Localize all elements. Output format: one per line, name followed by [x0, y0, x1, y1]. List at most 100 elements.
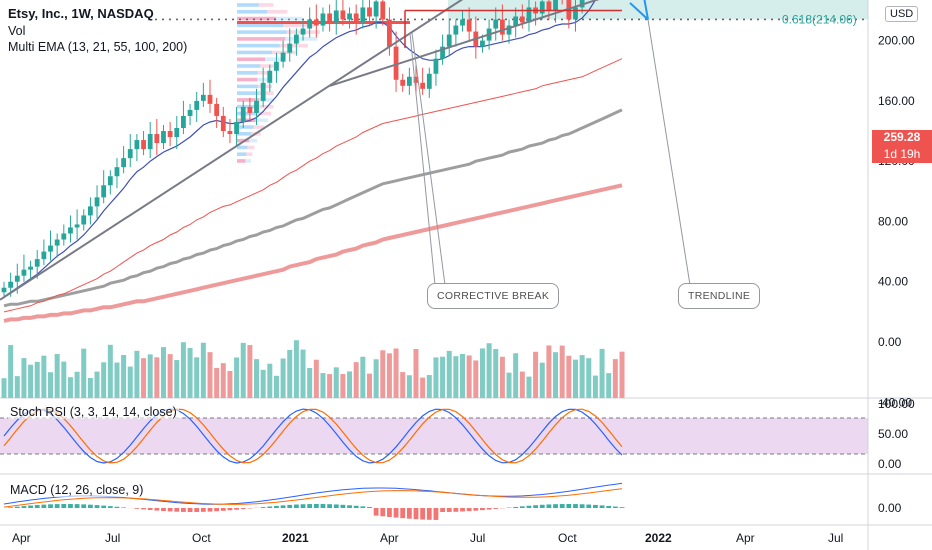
- volume-bar: [393, 348, 399, 398]
- volume-bar: [280, 358, 286, 398]
- macd-legend: MACD (12, 26, close, 9): [8, 483, 146, 497]
- candle-body: [387, 19, 392, 47]
- volume-bar: [293, 340, 299, 398]
- candle-body: [167, 131, 173, 138]
- macd-histogram-bar: [553, 504, 558, 508]
- volume-bar: [254, 359, 260, 398]
- volume-bar: [406, 375, 412, 398]
- volume-bar: [553, 352, 559, 398]
- volume-bar: [180, 342, 186, 398]
- macd-histogram-bar: [513, 506, 519, 508]
- volume-bar: [48, 372, 54, 398]
- macd-histogram-bar: [207, 508, 213, 512]
- price-tick-label: -40.00: [878, 395, 912, 409]
- candle-body: [227, 131, 233, 135]
- volume-bar: [234, 357, 240, 398]
- candle-body: [121, 158, 127, 168]
- candle-body: [320, 13, 326, 26]
- stoch-rsi-legend: Stoch RSI (3, 3, 14, 14, close): [8, 405, 179, 419]
- candle-body: [313, 19, 319, 26]
- candle-body: [519, 16, 525, 23]
- candle-body: [1, 287, 7, 293]
- volume-profile-bar: [279, 43, 308, 48]
- candle-body: [393, 46, 399, 80]
- macd-histogram-bar: [54, 504, 60, 508]
- volume-bar: [592, 375, 598, 398]
- volume-profile-bar: [257, 71, 272, 75]
- macd-histogram-bar: [473, 508, 479, 511]
- macd-histogram-bar: [14, 506, 20, 508]
- last-price-tag: 259.28: [872, 130, 932, 147]
- macd-histogram-bar: [446, 508, 452, 512]
- volume-bar: [61, 361, 67, 398]
- macd-histogram-bar: [240, 508, 246, 510]
- volume-bar: [21, 358, 27, 398]
- macd-histogram-bar: [34, 505, 40, 508]
- volume-bar: [127, 366, 133, 398]
- macd-histogram-bar: [480, 508, 485, 511]
- volume-bar: [466, 355, 472, 398]
- macd-histogram-bar: [161, 508, 166, 512]
- volume-profile-bar: [237, 111, 258, 116]
- candle-body: [147, 134, 153, 150]
- macd-histogram-bar: [367, 506, 372, 508]
- volume-profile-bar: [257, 111, 272, 116]
- volume-bar: [220, 363, 226, 398]
- volume-bar: [67, 377, 73, 398]
- time-tick-label: Apr: [12, 531, 31, 545]
- volume-bar: [460, 354, 466, 398]
- volume-bar: [240, 342, 246, 398]
- macd-histogram-bar: [214, 508, 220, 512]
- volume-profile-bar: [237, 77, 258, 82]
- chart-title: Etsy, Inc., 1W, NASDAQ: [8, 6, 154, 21]
- macd-histogram-bar: [526, 505, 532, 508]
- volume-bar: [41, 355, 47, 398]
- volume-bar: [486, 343, 492, 398]
- macd-histogram-bar: [400, 508, 406, 519]
- volume-bar: [533, 351, 539, 398]
- price-tick-label: 200.00: [878, 34, 915, 48]
- macd-histogram-bar: [147, 508, 153, 511]
- volume-profile-bar: [237, 57, 265, 62]
- macd-histogram-bar: [360, 506, 366, 508]
- time-tick-label: Jul: [828, 531, 843, 545]
- macd-histogram-bar: [134, 508, 140, 509]
- macd-histogram-bar: [333, 504, 339, 508]
- macd-histogram-bar: [347, 505, 352, 508]
- volume-bar: [426, 375, 432, 398]
- macd-histogram-bar: [293, 504, 299, 508]
- macd-histogram-bar: [313, 504, 319, 508]
- time-tick-label: 2022: [645, 531, 672, 545]
- volume-profile-bar: [237, 43, 280, 48]
- volume-bar: [313, 359, 319, 398]
- volume-profile-bar: [237, 159, 246, 163]
- volume-profile-bar: [237, 104, 259, 109]
- volume-bar: [499, 356, 505, 398]
- volume-profile-bar: [237, 30, 287, 34]
- volume-bar: [380, 350, 386, 398]
- candle-body: [48, 245, 53, 252]
- macd-histogram-bar: [546, 504, 552, 508]
- volume-bar: [54, 354, 60, 398]
- candle-body: [274, 61, 279, 71]
- volume-bar: [121, 355, 127, 398]
- volume-bar: [320, 373, 326, 398]
- macd-histogram-bar: [519, 506, 525, 508]
- currency-badge[interactable]: USD: [885, 6, 919, 22]
- volume-bar: [34, 361, 40, 398]
- volume-bar: [493, 349, 499, 398]
- candle-body: [400, 79, 406, 86]
- candle-body: [21, 269, 27, 276]
- volume-profile-bar: [237, 132, 252, 136]
- candle-body: [460, 19, 465, 26]
- candle-body: [81, 215, 87, 225]
- channel-parallel-line: [329, 0, 600, 87]
- volume-profile-bar: [237, 145, 248, 150]
- macd-histogram-bar: [493, 508, 499, 509]
- macd-histogram-bar: [74, 504, 80, 508]
- macd-histogram-bar: [61, 504, 67, 508]
- macd-histogram-bar: [573, 504, 578, 508]
- macd-histogram-bar: [466, 508, 472, 512]
- macd-histogram-bar: [187, 508, 193, 512]
